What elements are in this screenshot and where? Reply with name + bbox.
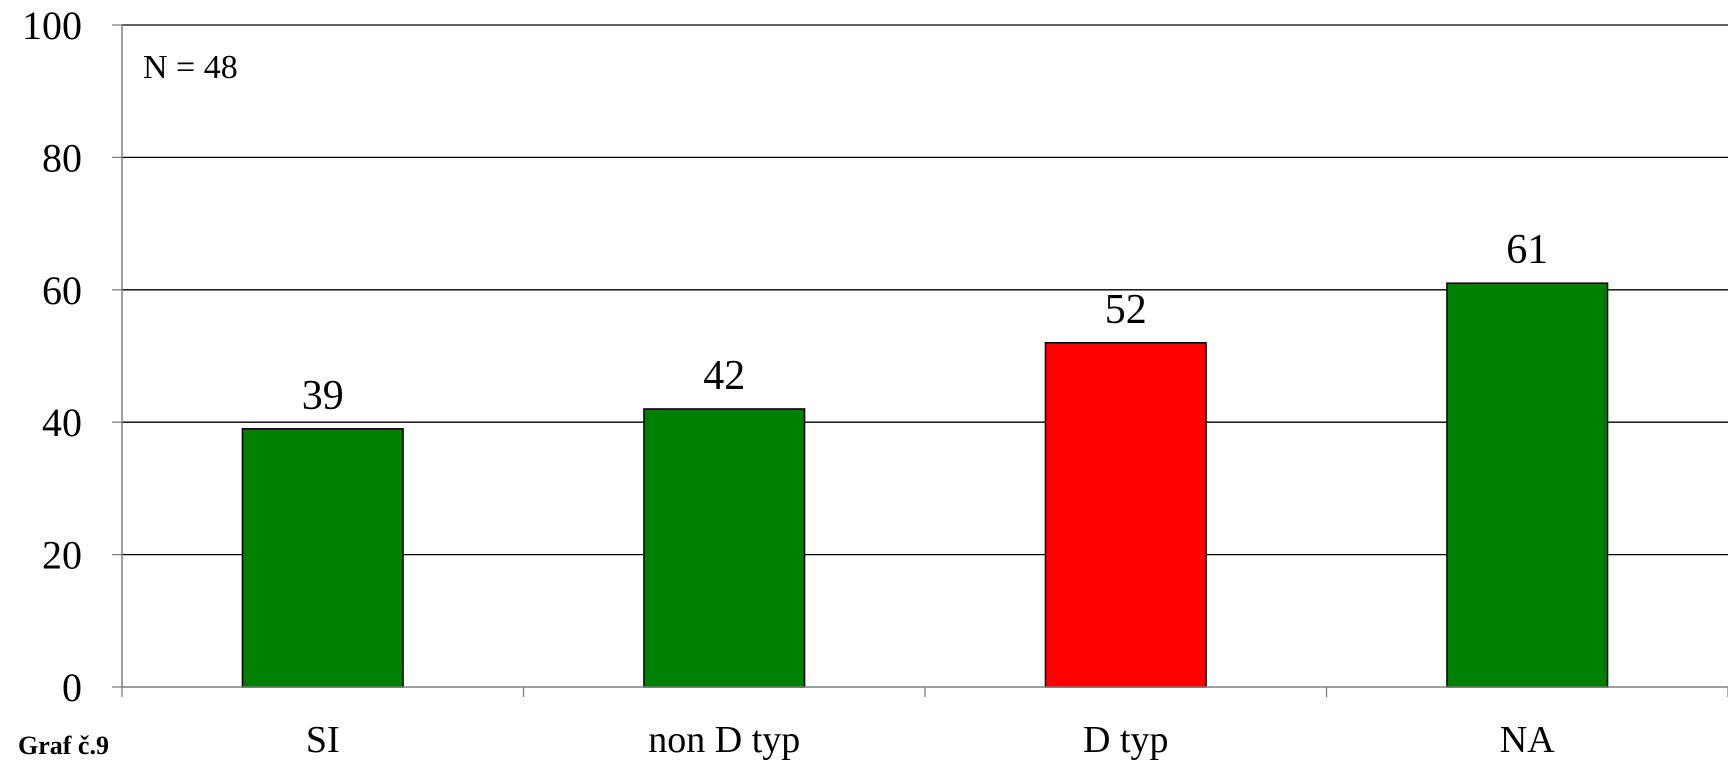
sample-size-annotation: N = 48 bbox=[143, 49, 238, 86]
data-label: 39 bbox=[302, 373, 344, 419]
labels: 0 20 40 60 80 100 39 SI 42 non D typ 52 D typ 61 NA bbox=[22, 3, 1555, 761]
bar bbox=[1044, 342, 1207, 688]
x-tick-label: SI bbox=[306, 719, 340, 761]
y-tick-label: 20 bbox=[42, 533, 82, 578]
bars bbox=[241, 282, 1609, 688]
bar bbox=[643, 408, 806, 688]
y-tick-label: 80 bbox=[42, 135, 82, 180]
x-tick-label: non D typ bbox=[648, 719, 800, 761]
bar bbox=[1446, 282, 1609, 688]
y-tick-label: 0 bbox=[62, 665, 82, 710]
chart-caption: Graf č.9 bbox=[18, 731, 109, 760]
y-tick-label: 40 bbox=[42, 400, 82, 445]
data-label: 52 bbox=[1105, 287, 1147, 333]
x-tick-label: NA bbox=[1500, 719, 1555, 761]
y-tick-label: 60 bbox=[42, 268, 82, 313]
x-tick-label: D typ bbox=[1083, 719, 1169, 761]
axes bbox=[112, 24, 1728, 697]
data-label: 61 bbox=[1506, 227, 1548, 273]
bar bbox=[241, 428, 404, 688]
data-label: 42 bbox=[703, 353, 745, 399]
y-tick-label: 100 bbox=[22, 3, 82, 48]
